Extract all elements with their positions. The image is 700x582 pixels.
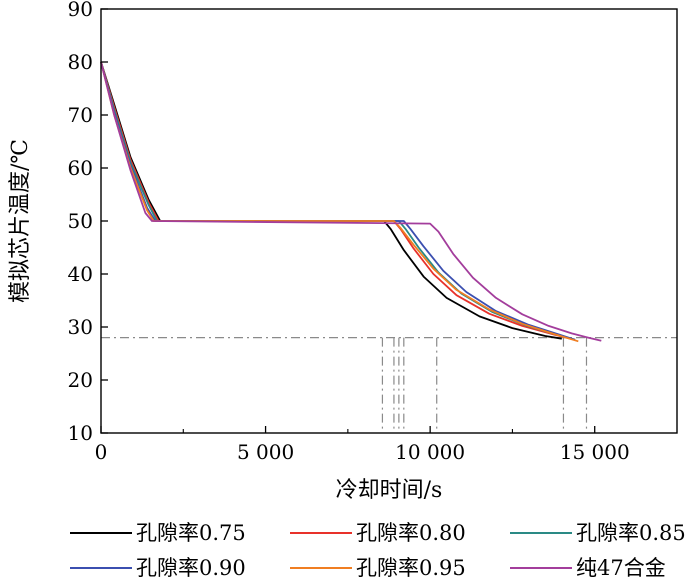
axis-ticks: 0 5 000 10 000 15 000 10 20 30 40 50 60 70 80 90 <box>68 0 630 464</box>
x-axis-title: 冷却时间/s <box>336 478 443 503</box>
y-tick-label: 80 <box>68 50 93 74</box>
series-line <box>100 61 576 341</box>
legend-label: 孔隙率0.90 <box>136 556 246 580</box>
legend: 孔隙率0.75 孔隙率0.80 孔隙率0.85 孔隙率0.90 孔隙率0.95 纯47合金 <box>70 521 686 580</box>
x-tick-label: 0 <box>95 440 108 464</box>
y-tick-label: 50 <box>68 209 93 233</box>
legend-label: 孔隙率0.80 <box>356 521 466 545</box>
y-tick-label: 20 <box>68 368 93 392</box>
legend-label: 孔隙率0.95 <box>356 556 466 580</box>
legend-label: 纯47合金 <box>576 556 666 580</box>
y-tick-label: 70 <box>68 103 93 127</box>
x-tick-label: 10 000 <box>395 440 465 464</box>
reference-lines <box>101 337 677 433</box>
series-line <box>100 61 579 343</box>
series-lines <box>100 61 602 343</box>
y-axis-title: 模拟芯片温度/℃ <box>8 139 33 303</box>
x-tick-label: 5 000 <box>237 440 294 464</box>
series-line <box>100 61 562 340</box>
series-line <box>100 61 602 342</box>
y-tick-label: 60 <box>68 156 93 180</box>
y-tick-label: 40 <box>68 262 93 286</box>
y-tick-label: 30 <box>68 315 93 339</box>
y-tick-label: 90 <box>68 0 93 21</box>
series-line <box>100 61 576 341</box>
legend-label: 孔隙率0.85 <box>576 521 686 545</box>
y-tick-label: 10 <box>68 421 93 445</box>
x-tick-label: 15 000 <box>560 440 630 464</box>
series-line <box>100 61 576 341</box>
legend-label: 孔隙率0.75 <box>136 521 246 545</box>
